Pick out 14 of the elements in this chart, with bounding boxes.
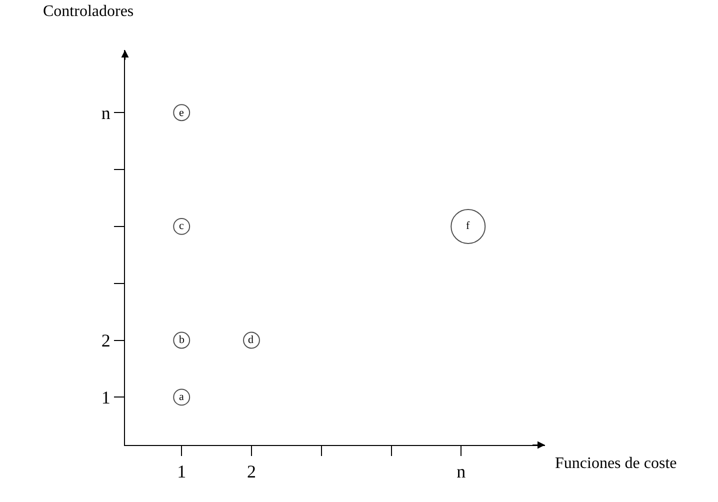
annotation: f (466, 220, 470, 232)
annotation: a (179, 391, 184, 403)
x-tick-label: 2 (246, 462, 256, 482)
x-tick-label: n (456, 462, 466, 482)
y-tick-label: 2 (101, 330, 110, 351)
x-tick-label: 1 (177, 462, 186, 482)
x-axis-title: Funciones de coste (555, 455, 677, 472)
y-tick-label: n (101, 102, 110, 123)
y-tick-label: 1 (101, 387, 110, 408)
y-axis-title: Controladores (43, 3, 134, 20)
annotation: d (248, 334, 254, 346)
annotation: b (179, 334, 185, 346)
annotation: c (179, 220, 184, 232)
annotation: e (179, 107, 184, 119)
